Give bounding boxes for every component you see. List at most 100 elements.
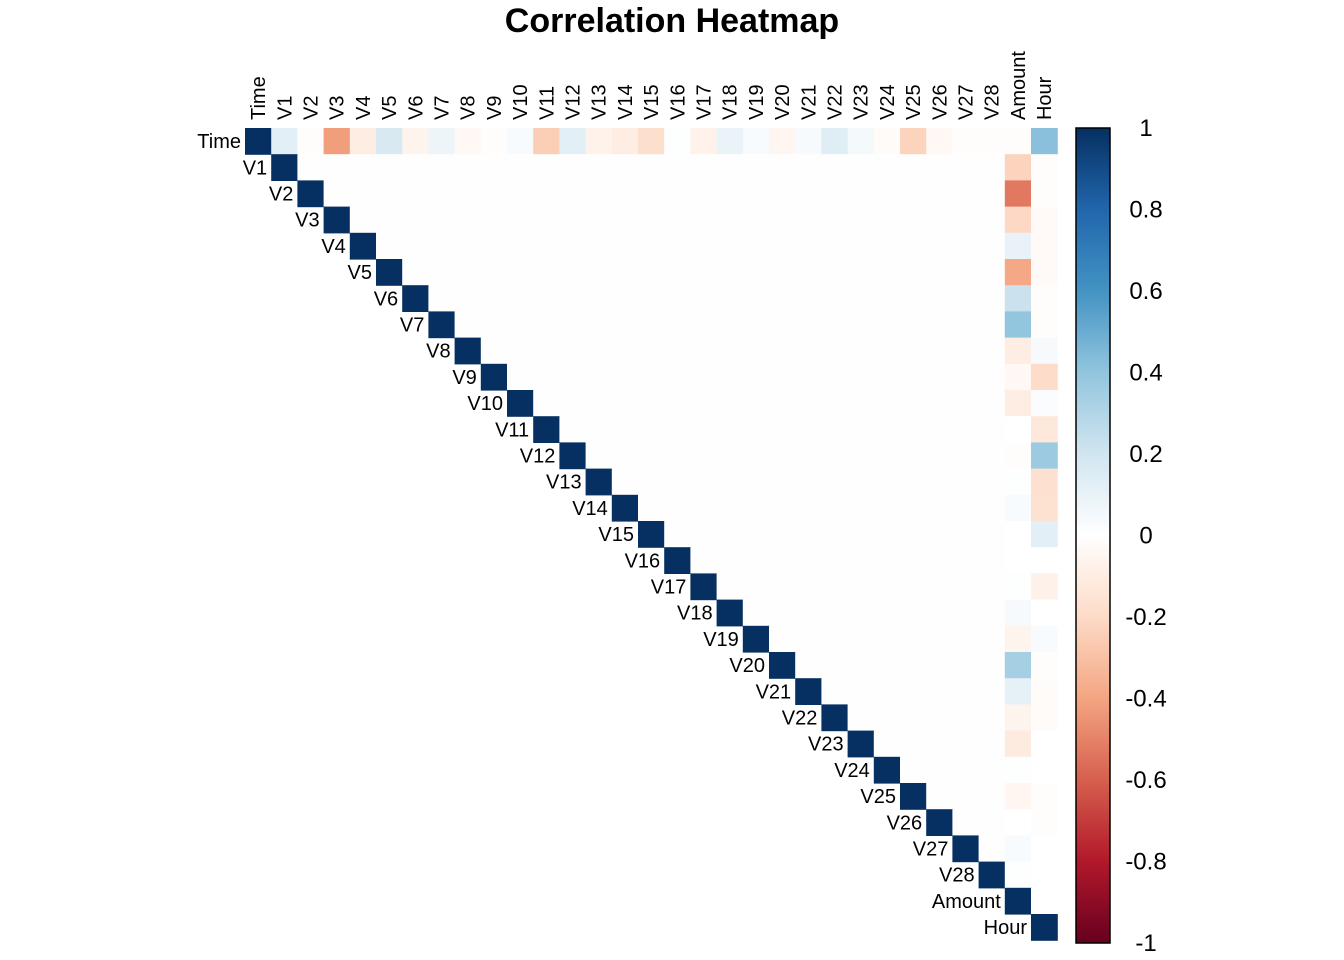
heatmap-cell-v4-v9: [480, 232, 508, 260]
row-label-v6: V6: [374, 288, 398, 310]
heatmap-cell-hour-hour: [1031, 914, 1058, 941]
heatmap-cell-v21-v22: [821, 678, 849, 705]
heatmap-cell-v22-v28: [978, 704, 1006, 732]
heatmap-cell-v6-v23: [847, 285, 875, 312]
heatmap-cell-v23-v28: [978, 730, 1006, 758]
heatmap-cell-time-v25: [900, 128, 927, 155]
heatmap-cell-v18-v21: [795, 599, 822, 627]
heatmap-cell-v13-v24: [873, 468, 901, 496]
heatmap-cell-v12-v18: [716, 442, 744, 470]
heatmap-cell-v8-v13: [585, 337, 613, 365]
column-labels: Time V1 V2 V3 V4 V5 V6 V7 V8 V9 V10 V11 V12 V13 V14 V15…: [248, 51, 1056, 120]
heatmap-cell-v4-v7: [428, 232, 456, 260]
heatmap-cell-v17-hour: [1031, 573, 1058, 601]
heatmap-cell-v7-v21: [795, 311, 822, 339]
heatmap-cell-time-v6: [402, 128, 429, 155]
heatmap-cell-v9-v26: [926, 363, 953, 391]
heatmap-cell-v6-v7: [428, 285, 456, 312]
heatmap-cell-time-v12: [559, 128, 587, 155]
heatmap-cell-v19-v20: [769, 625, 796, 653]
heatmap-cell-v12-v22: [821, 442, 849, 470]
heatmap-cell-v4-hour: [1031, 232, 1058, 260]
heatmap-cell-v26-v26: [926, 809, 953, 836]
heatmap-cell-v10-v24: [873, 390, 901, 417]
heatmap-cell-v6-v6: [402, 285, 429, 312]
heatmap-cell-v13-v13: [585, 468, 613, 496]
heatmap-cell-v15-amount: [1004, 521, 1032, 548]
heatmap-cell-v2-v7: [428, 180, 456, 208]
row-label-v26: V26: [887, 812, 923, 834]
heatmap-cell-v11-v28: [978, 416, 1006, 443]
heatmap-cell-v13-v25: [900, 468, 927, 496]
heatmap-cell-v2-v18: [716, 180, 744, 208]
heatmap-cell-v8-v11: [533, 337, 560, 365]
heatmap-cell-time-v23: [847, 128, 875, 155]
heatmap-cell-time-v3: [323, 128, 351, 155]
heatmap-cell-time-v27: [952, 128, 980, 155]
heatmap-cell-v9-v27: [952, 363, 980, 391]
heatmap-cell-v19-v25: [900, 625, 927, 653]
heatmap-cell-v4-v16: [664, 232, 691, 260]
heatmap-cell-v5-v27: [952, 259, 980, 286]
column-label-v11: V11: [536, 86, 558, 120]
heatmap-cell-v7-v15: [638, 311, 665, 339]
heatmap-cell-v25-v26: [926, 783, 953, 810]
heatmap-cell-v15-hour: [1031, 521, 1058, 548]
heatmap-cell-v5-v6: [402, 259, 429, 286]
heatmap-cell-v17-v28: [978, 573, 1006, 601]
heatmap-cell-v3-v24: [873, 206, 901, 234]
heatmap-cell-v1-v16: [664, 154, 691, 181]
heatmap-cell-v1-v4: [349, 154, 377, 181]
heatmap-cell-v7-v16: [664, 311, 691, 339]
heatmap-cell-v7-v28: [978, 311, 1006, 339]
row-label-v5: V5: [348, 262, 372, 284]
heatmap-cell-v11-v13: [585, 416, 613, 443]
colorbar-tick-label: -0.4: [1125, 686, 1166, 713]
heatmap-cell-v21-amount: [1004, 678, 1032, 705]
heatmap-cell-v1-amount: [1004, 154, 1032, 181]
heatmap-cell-v12-v12: [559, 442, 587, 470]
row-label-v10: V10: [467, 393, 503, 415]
heatmap-cell-v4-v14: [611, 232, 639, 260]
heatmap-cell-v11-v26: [926, 416, 953, 443]
heatmap-cell-v20-v28: [978, 652, 1006, 679]
row-label-amount: Amount: [932, 891, 1001, 913]
heatmap-cell-v1-v20: [769, 154, 796, 181]
heatmap-cell-v22-v27: [952, 704, 980, 732]
heatmap-cell-v4-v4: [349, 232, 377, 260]
colorbar-gradient: [1075, 127, 1111, 944]
heatmap-cell-v12-v24: [873, 442, 901, 470]
heatmap-cell-time-v26: [926, 128, 953, 155]
heatmap-cell-v7-hour: [1031, 311, 1058, 339]
heatmap-cell-v2-v21: [795, 180, 822, 208]
heatmap-cell-v13-v16: [664, 468, 691, 496]
heatmap-cell-v22-hour: [1031, 704, 1058, 732]
heatmap-cell-v4-v25: [900, 232, 927, 260]
heatmap-cell-v5-v20: [769, 259, 796, 286]
heatmap-cell-v17-v21: [795, 573, 822, 601]
heatmap-cell-v18-v23: [847, 599, 875, 627]
heatmap-cell-v1-v15: [638, 154, 665, 181]
heatmap-cell-v9-hour: [1031, 363, 1058, 391]
heatmap-cell-v11-v21: [795, 416, 822, 443]
heatmap-cell-v6-v24: [873, 285, 901, 312]
colorbar-tick-label: -0.6: [1125, 767, 1166, 794]
heatmap-cell-v18-v20: [769, 599, 796, 627]
heatmap-cell-v22-v24: [873, 704, 901, 732]
heatmap-cell-v19-v26: [926, 625, 953, 653]
column-label-v27: V27: [956, 84, 978, 120]
heatmap-cell-v13-v22: [821, 468, 849, 496]
heatmap-cell-v16-v25: [900, 547, 927, 574]
heatmap-cell-v10-v27: [952, 390, 980, 417]
column-label-v7: V7: [432, 96, 454, 120]
heatmap-cell-v10-hour: [1031, 390, 1058, 417]
heatmap-cell-v11-v17: [690, 416, 718, 443]
heatmap-cell-time-v22: [821, 128, 849, 155]
heatmap-cell-v4-v8: [454, 232, 482, 260]
heatmap-cell-v10-amount: [1004, 390, 1032, 417]
heatmap-cell-v12-hour: [1031, 442, 1058, 470]
heatmap-cell-v2-v12: [559, 180, 587, 208]
heatmap-cell-v9-v18: [716, 363, 744, 391]
heatmap-cell-v4-v6: [402, 232, 429, 260]
